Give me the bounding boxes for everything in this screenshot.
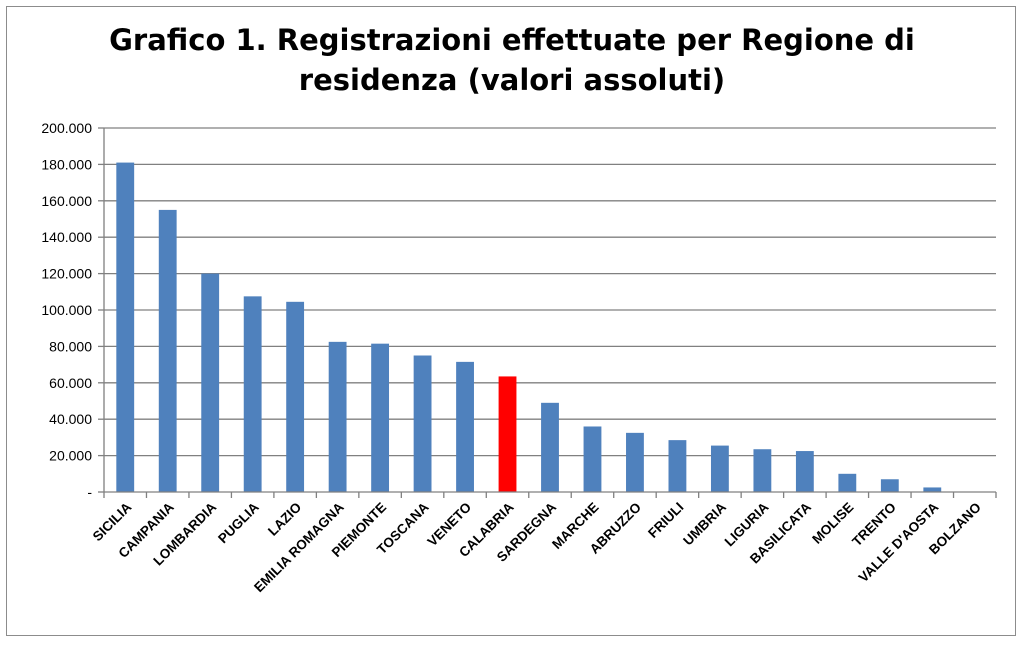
bar-molise [838,473,857,492]
bar-lazio [286,301,305,492]
bar-emilia-romagna [328,341,347,492]
bar-lombardia [201,273,220,492]
x-tick-label: LAZIO [265,500,304,539]
y-tick-label: - [87,484,92,500]
bar-trento [880,479,899,492]
y-tick-label: 60.000 [49,375,92,391]
y-tick-label: 120.000 [41,266,92,282]
bars [116,162,942,492]
x-tick-label: PUGLIA [215,499,262,546]
chart-title-line-2: residenza (valori assoluti) [298,63,726,97]
bar-abruzzo [626,432,644,492]
bar-liguria [753,449,772,492]
bar-marche [583,426,602,492]
chart-title-line-1: Grafico 1. Registrazioni effettuate per … [109,23,915,57]
bar-calabria [498,376,517,492]
bar-friuli [668,440,687,492]
bar-basilicata [795,451,814,492]
x-tick-label: FRIULI [645,500,686,541]
bar-veneto [456,361,474,492]
bar-campania [158,209,177,492]
bar-puglia [243,296,262,492]
y-tick-label: 80.000 [49,338,92,354]
bar-valle-d-aosta [923,487,942,492]
bar-toscana [413,355,432,492]
y-tick-labels: - 20.000 40.000 60.000 80.000 100.000 120.000 1… [41,120,92,500]
y-tick-label: 200.000 [41,120,92,136]
axes [98,127,997,498]
bar-sicilia [116,162,135,492]
y-tick-label: 20.000 [49,448,92,464]
y-tick-label: 100.000 [41,302,92,318]
y-tick-label: 140.000 [41,229,92,245]
bar-sardegna [541,402,559,492]
y-tick-label: 180.000 [41,156,92,172]
y-tick-label: 160.000 [41,193,92,209]
bar-piemonte [371,343,390,492]
chart-title: Grafico 1. Registrazioni effettuate per … [0,20,1024,100]
bar-umbria [710,445,729,492]
x-tick-label: VALLE D'AOSTA [856,499,942,585]
x-tick-label: UMBRIA [680,499,729,548]
y-tick-label: 40.000 [49,411,92,427]
